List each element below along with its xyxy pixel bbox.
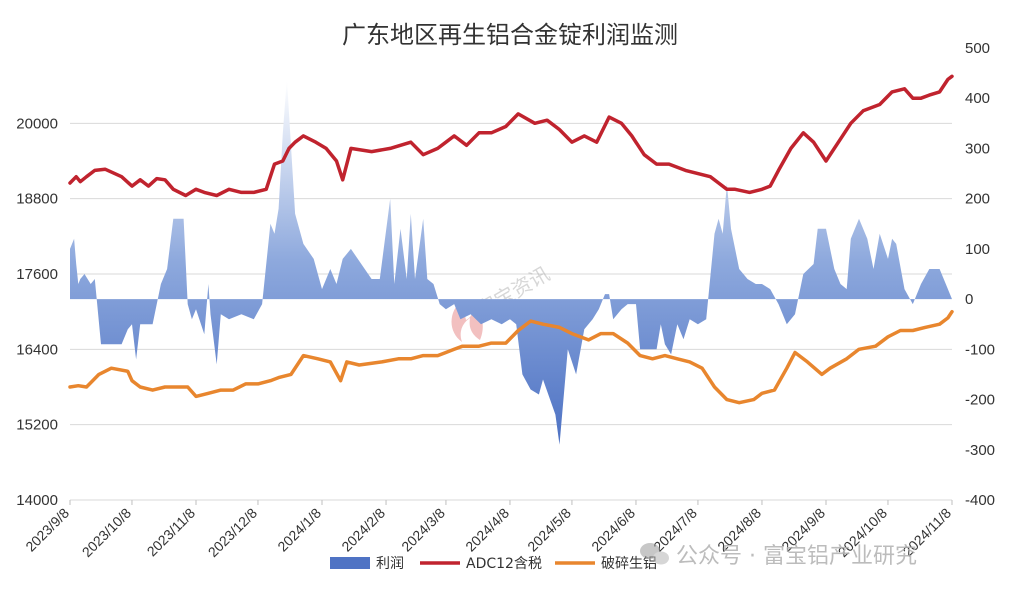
series-line-2 [68, 309, 954, 405]
x-tick-label: 2023/12/8 [205, 505, 261, 561]
right-tick-label: -300 [965, 442, 995, 459]
x-tick-label: 2024/3/8 [398, 505, 448, 555]
left-tick-label: 14000 [16, 492, 58, 509]
x-tick-label: 2023/11/8 [143, 505, 198, 560]
left-axis-ticks: 14000 15200 16400 17600 18800 20000 [16, 115, 58, 509]
left-tick-label: 17600 [16, 266, 58, 283]
series-line-1 [68, 74, 954, 198]
left-tick-label: 16400 [16, 341, 58, 358]
x-tick-label: 2024/4/8 [462, 505, 512, 555]
right-tick-label: -400 [965, 492, 995, 509]
x-tick-label: 2024/6/8 [588, 505, 638, 555]
x-tick-label: 2024/5/8 [524, 505, 574, 555]
left-tick-label: 18800 [16, 191, 58, 208]
series-area-group [70, 78, 952, 445]
chart-title: 广东地区再生铝合金锭利润监测 [342, 21, 678, 49]
right-tick-label: -100 [965, 341, 995, 358]
right-tick-label: 0 [965, 291, 973, 308]
legend-swatch-area [330, 557, 370, 569]
watermark-footer: 公众号 · 富宝铝产业研究 [640, 543, 917, 569]
watermark-footer-text: 公众号 · 富宝铝产业研究 [676, 544, 917, 569]
right-axis-ticks: -400 -300 -200 -100 0 100 200 300 400 500 [965, 40, 995, 509]
legend-label: 利润 [376, 556, 404, 572]
right-tick-label: 500 [965, 40, 990, 57]
legend-label: ADC12含税 [466, 556, 542, 572]
wechat-icon [640, 543, 669, 565]
x-tick-label: 2024/1/8 [274, 505, 324, 555]
left-tick-label: 15200 [16, 417, 58, 434]
right-tick-label: -200 [965, 392, 995, 409]
legend-label: 破碎生铝 [601, 556, 657, 572]
x-tick-label: 2023/10/8 [79, 505, 135, 561]
right-tick-label: 200 [965, 191, 990, 208]
series-lines-group [68, 74, 954, 405]
left-tick-label: 20000 [16, 115, 58, 132]
series-area-profit [70, 78, 952, 445]
right-tick-label: 400 [965, 90, 990, 107]
legend: 利润 ADC12含税 破碎生铝 [330, 556, 657, 572]
x-tick-label: 2024/2/8 [338, 505, 388, 555]
right-tick-label: 100 [965, 241, 990, 258]
x-tick-label: 2023/9/8 [22, 505, 72, 555]
right-tick-label: 300 [965, 140, 990, 157]
